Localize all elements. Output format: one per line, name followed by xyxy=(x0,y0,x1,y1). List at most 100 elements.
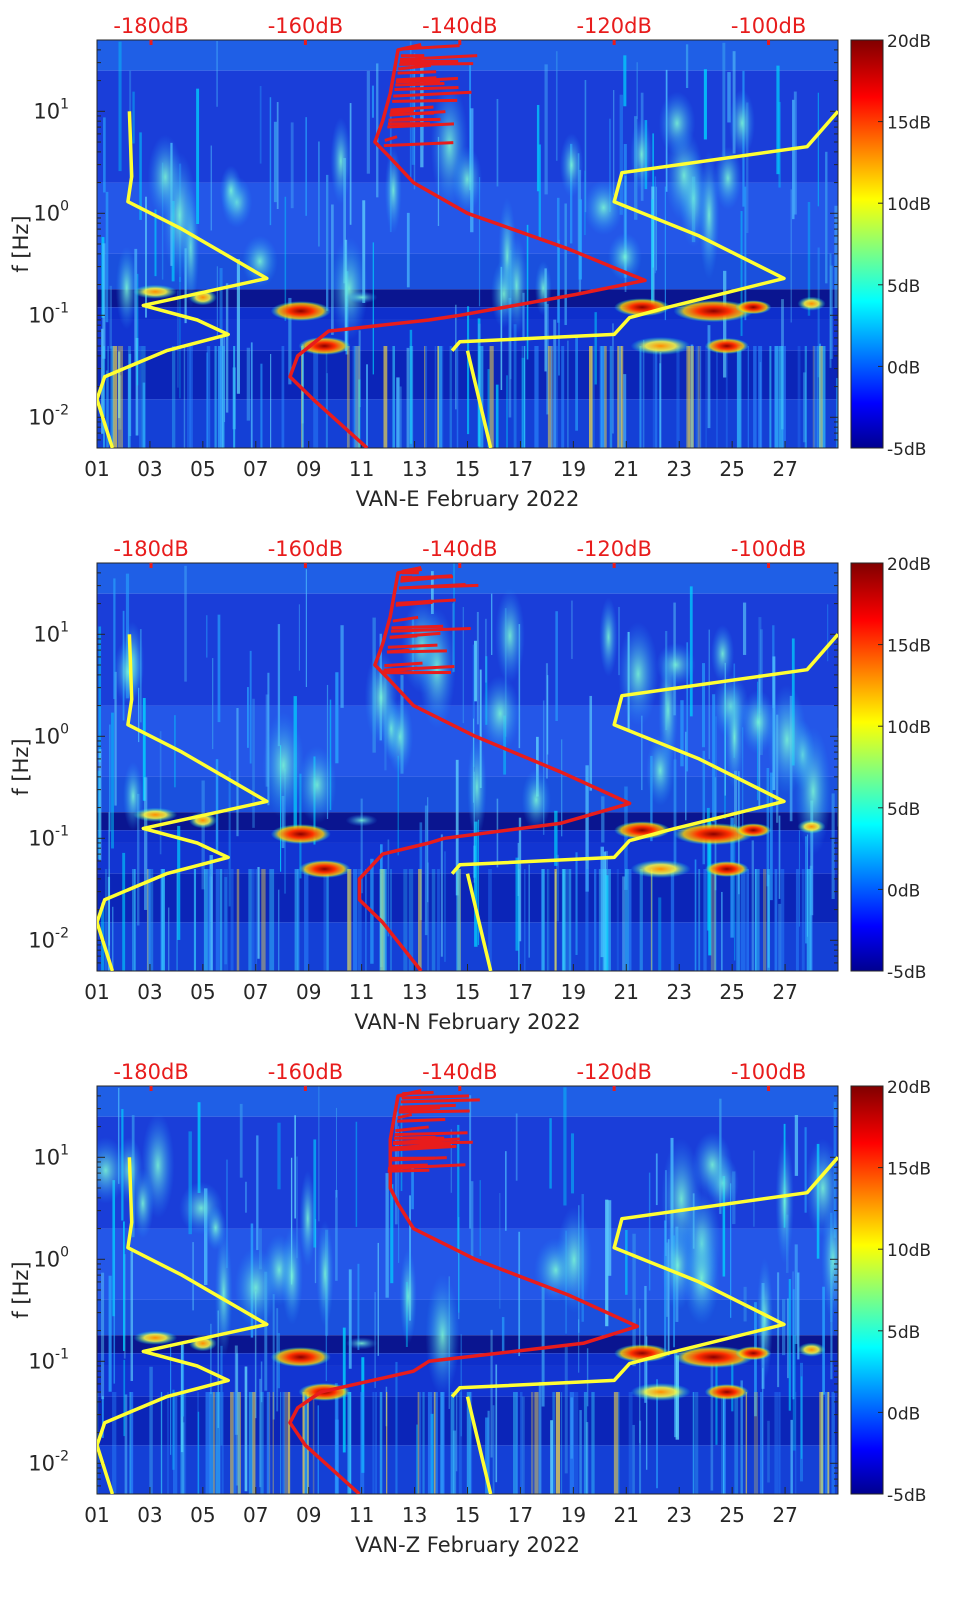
spectral-streak xyxy=(613,90,615,196)
lowfreq-column xyxy=(705,346,707,448)
lowfreq-column xyxy=(590,346,595,448)
x-tick-label: 17 xyxy=(508,980,533,1004)
spectral-streak xyxy=(485,618,487,683)
lowfreq-column xyxy=(670,869,675,971)
colorbar-tick-label: 0dB xyxy=(887,1404,920,1424)
x-tick-label: 05 xyxy=(190,1503,215,1527)
spectral-streak xyxy=(686,642,689,772)
spectral-streak xyxy=(455,1389,458,1472)
spectral-streak xyxy=(335,1189,338,1281)
microseism-peak xyxy=(735,823,772,838)
spectral-streak xyxy=(215,759,219,851)
lowfreq-column xyxy=(209,1392,214,1494)
lowfreq-column xyxy=(129,1392,132,1494)
spectral-streak xyxy=(659,363,662,448)
spectral-streak xyxy=(831,793,835,900)
psd-spike xyxy=(395,599,432,607)
top-db-tick-label: -160dB xyxy=(268,14,343,38)
psd-spike xyxy=(395,76,459,84)
lowfreq-column xyxy=(573,1392,579,1494)
lowfreq-column xyxy=(248,1392,253,1494)
lowfreq-column xyxy=(721,1392,725,1494)
lowfreq-column xyxy=(651,869,653,971)
spectral-streak xyxy=(210,145,212,231)
spectral-streak xyxy=(117,1087,120,1184)
colorbar-tick-label: 20dB xyxy=(887,32,931,52)
energy-patch xyxy=(521,769,551,831)
lowfreq-column xyxy=(639,869,643,971)
spectral-streak xyxy=(607,1200,612,1276)
lowfreq-column xyxy=(167,1392,169,1494)
spectral-streak xyxy=(521,1396,525,1494)
top-db-tick-label: -140dB xyxy=(422,537,497,561)
top-db-tick-label: -140dB xyxy=(422,14,497,38)
lowfreq-column xyxy=(760,1392,763,1494)
lowfreq-column xyxy=(591,1392,595,1494)
spectral-streak xyxy=(216,41,218,107)
lowfreq-column xyxy=(689,346,695,448)
lowfreq-column xyxy=(437,346,439,448)
psd-spike xyxy=(398,63,432,71)
microseism-peak xyxy=(630,860,691,878)
microseism-peak xyxy=(298,860,351,878)
psd-spike xyxy=(394,85,459,92)
energy-patch xyxy=(262,711,305,819)
lowfreq-column xyxy=(594,869,597,971)
energy-patch xyxy=(330,237,368,341)
energy-patch xyxy=(122,761,144,831)
lowfreq-column xyxy=(233,1392,238,1494)
spectral-streak xyxy=(276,102,279,210)
lowfreq-column xyxy=(434,346,437,448)
lowfreq-column xyxy=(107,346,109,448)
microseism-peak xyxy=(797,296,826,311)
spectral-streak xyxy=(555,611,558,721)
lowfreq-column xyxy=(698,869,701,971)
microseism-peak xyxy=(797,819,826,834)
y-tick-exponent: -2 xyxy=(55,402,69,418)
spectral-streak xyxy=(101,1396,104,1438)
y-tick-exponent: 0 xyxy=(60,721,69,737)
lowfreq-column xyxy=(695,1392,699,1494)
spectral-streak xyxy=(362,200,366,303)
y-tick-label: 10-2 xyxy=(28,402,69,429)
lowfreq-column xyxy=(149,869,154,971)
lowfreq-column xyxy=(456,869,461,971)
microseism-peak xyxy=(704,861,749,877)
spectral-streak xyxy=(108,1275,112,1392)
lowfreq-column xyxy=(132,869,136,971)
spectral-streak xyxy=(142,697,146,801)
spectral-streak xyxy=(98,749,102,861)
energy-patch xyxy=(767,684,807,795)
spectral-streak xyxy=(269,97,272,226)
x-tick-label: 11 xyxy=(349,1503,374,1527)
spectral-streak xyxy=(421,56,424,149)
spectral-streak xyxy=(174,715,176,788)
x-axis-label: VAN-N February 2022 xyxy=(354,1010,580,1034)
spectral-streak xyxy=(810,800,814,916)
spectral-streak xyxy=(715,716,717,824)
x-tick-label: 11 xyxy=(349,457,374,481)
reference-noise-curve xyxy=(97,634,269,971)
spectral-streak xyxy=(172,1389,175,1470)
reference-noise-curve xyxy=(97,111,269,448)
energy-patch xyxy=(630,117,653,192)
lowfreq-column xyxy=(354,346,359,448)
lowfreq-column xyxy=(427,1392,433,1494)
lowfreq-column xyxy=(326,869,330,971)
spectral-streak xyxy=(518,624,521,749)
energy-patch xyxy=(714,146,742,211)
spectral-streak xyxy=(460,1334,462,1437)
microseism-peak xyxy=(345,291,378,304)
reference-noise-curve xyxy=(450,1156,838,1398)
psd-spike xyxy=(389,634,418,639)
colorbar-tick-label: 15dB xyxy=(887,114,931,134)
lowfreq-column xyxy=(281,1392,285,1494)
spectral-streak xyxy=(794,1244,798,1344)
psd-spike xyxy=(400,54,478,62)
lowfreq-column xyxy=(176,869,178,971)
lowfreq-column xyxy=(554,869,557,971)
spectral-streak xyxy=(273,121,277,203)
lowfreq-column xyxy=(686,346,690,448)
lowfreq-column xyxy=(588,346,593,448)
